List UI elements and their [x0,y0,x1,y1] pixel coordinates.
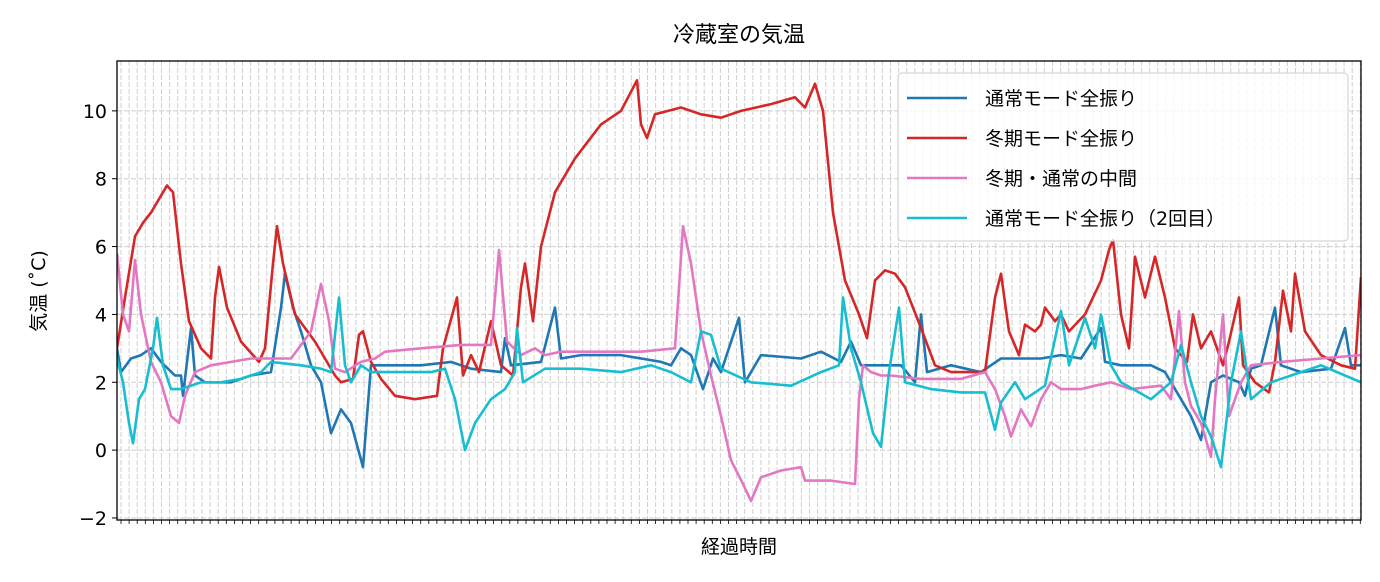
plot-frame [116,60,1362,521]
series-line-0 [117,272,1361,469]
y-tick-label: 6 [95,237,107,259]
legend-label: 通常モード全振り（2回目） [985,208,1225,230]
legend-label: 冬期モード全振り [985,128,1137,150]
series-line-2 [117,224,1361,503]
y-tick-label: 8 [95,169,107,191]
y-tick-label: 4 [95,304,107,326]
y-axis-ticks: −2 0 2 4 6 8 10 [79,101,117,530]
y-tick-label: 10 [83,101,107,123]
y-tick-label: −2 [79,508,107,530]
legend-label: 冬期・通常の中間 [985,168,1137,190]
y-axis-label: 気温 (˚C) [28,250,50,332]
y-tick-label: 2 [95,372,107,394]
legend-label: 通常モード全振り [985,88,1137,110]
chart-title: 冷蔵室の気温 [673,23,805,48]
y-tick-label: 0 [95,440,107,462]
legend-box [897,72,1349,242]
series-lines [117,79,1361,503]
series-line-3 [117,296,1361,469]
x-axis-label: 経過時間 [701,536,777,558]
